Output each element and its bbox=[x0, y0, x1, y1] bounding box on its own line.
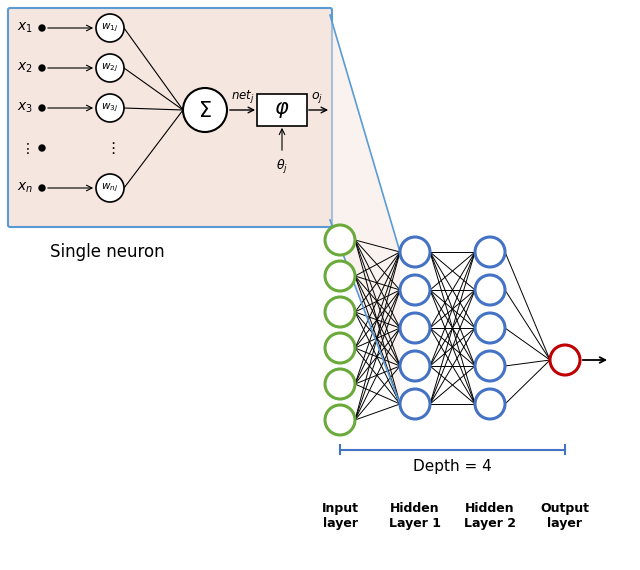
Circle shape bbox=[550, 345, 580, 375]
Circle shape bbox=[325, 333, 355, 363]
Text: $\vdots$: $\vdots$ bbox=[20, 140, 30, 156]
Circle shape bbox=[39, 185, 45, 191]
Circle shape bbox=[325, 225, 355, 255]
Text: $w_{3j}$: $w_{3j}$ bbox=[101, 102, 118, 114]
Circle shape bbox=[400, 313, 430, 343]
Text: $\varphi$: $\varphi$ bbox=[274, 100, 290, 120]
FancyBboxPatch shape bbox=[8, 8, 332, 227]
Text: $x_n$: $x_n$ bbox=[17, 181, 33, 195]
Circle shape bbox=[475, 275, 505, 305]
FancyBboxPatch shape bbox=[257, 94, 307, 126]
Circle shape bbox=[400, 389, 430, 419]
Text: $w_{1j}$: $w_{1j}$ bbox=[101, 22, 118, 34]
Circle shape bbox=[400, 237, 430, 267]
Circle shape bbox=[39, 25, 45, 31]
Text: $\theta_j$: $\theta_j$ bbox=[276, 158, 288, 176]
Text: Output
layer: Output layer bbox=[541, 502, 589, 530]
Text: $x_2$: $x_2$ bbox=[17, 61, 33, 75]
Circle shape bbox=[96, 94, 124, 122]
Circle shape bbox=[96, 174, 124, 202]
Circle shape bbox=[325, 261, 355, 291]
Text: Hidden
Layer 1: Hidden Layer 1 bbox=[389, 502, 441, 530]
Circle shape bbox=[475, 351, 505, 381]
Circle shape bbox=[96, 54, 124, 82]
Circle shape bbox=[325, 369, 355, 399]
Circle shape bbox=[39, 105, 45, 111]
Text: $x_3$: $x_3$ bbox=[17, 101, 33, 115]
Text: $o_j$: $o_j$ bbox=[311, 90, 323, 105]
Circle shape bbox=[39, 145, 45, 151]
Polygon shape bbox=[330, 15, 400, 404]
Circle shape bbox=[400, 351, 430, 381]
Text: $w_{2j}$: $w_{2j}$ bbox=[101, 62, 118, 74]
Text: $\Sigma$: $\Sigma$ bbox=[198, 101, 212, 121]
Text: $w_{nj}$: $w_{nj}$ bbox=[102, 182, 118, 194]
Circle shape bbox=[475, 313, 505, 343]
Text: $net_j$: $net_j$ bbox=[230, 88, 254, 105]
Text: $x_1$: $x_1$ bbox=[17, 21, 33, 35]
Text: Single neuron: Single neuron bbox=[50, 243, 164, 261]
Circle shape bbox=[96, 14, 124, 42]
Circle shape bbox=[325, 405, 355, 435]
Circle shape bbox=[39, 65, 45, 71]
Text: Input
layer: Input layer bbox=[321, 502, 358, 530]
Circle shape bbox=[183, 88, 227, 132]
Circle shape bbox=[475, 389, 505, 419]
Text: Depth = 4: Depth = 4 bbox=[413, 459, 492, 474]
Text: $\vdots$: $\vdots$ bbox=[105, 140, 115, 156]
Circle shape bbox=[400, 275, 430, 305]
Circle shape bbox=[475, 237, 505, 267]
Circle shape bbox=[325, 297, 355, 327]
Text: Hidden
Layer 2: Hidden Layer 2 bbox=[464, 502, 516, 530]
